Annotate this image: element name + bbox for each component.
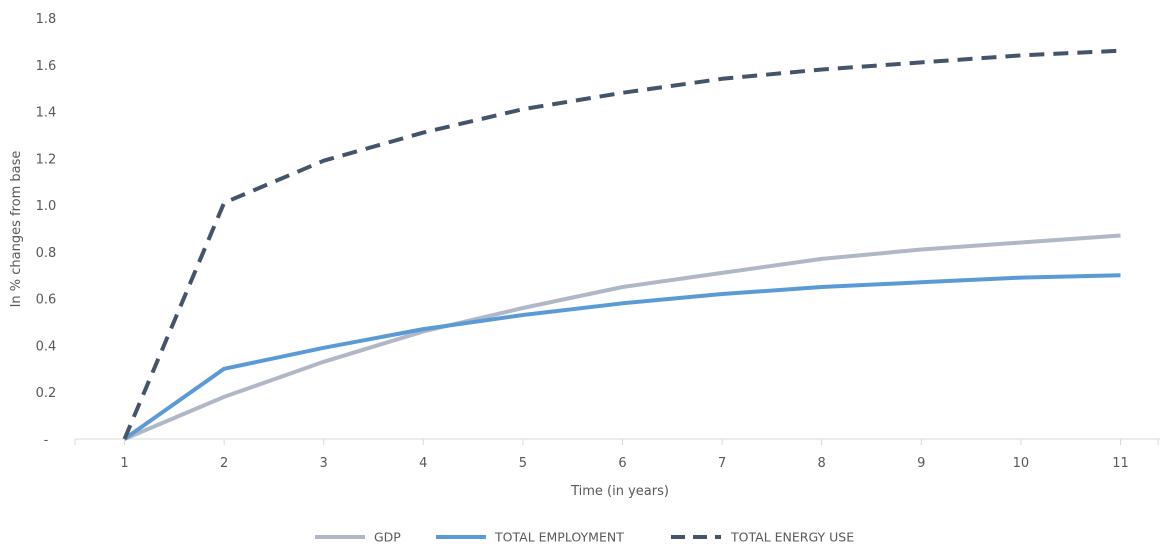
x-tick-label: 3 bbox=[320, 456, 328, 471]
y-tick-label: 1.0 bbox=[36, 199, 57, 214]
y-tick-label: 1.4 bbox=[36, 106, 57, 121]
x-tick-label: 11 bbox=[1112, 456, 1129, 471]
x-tick-label: 2 bbox=[220, 456, 228, 471]
y-tick-label: 0.4 bbox=[36, 339, 57, 354]
x-tick-label: 5 bbox=[519, 456, 527, 471]
y-tick-label: 1.2 bbox=[36, 152, 57, 167]
legend: GDP TOTAL EMPLOYMENT TOTAL ENERGY USE bbox=[315, 530, 854, 545]
x-axis-title: Time (in years) bbox=[570, 484, 669, 499]
y-tick-label: 0.6 bbox=[36, 293, 57, 308]
y-axis-ticks: - 0.2 0.4 0.6 0.8 1.0 1.2 1.4 1.6 1.8 bbox=[36, 12, 57, 448]
y-tick-label: - bbox=[44, 433, 49, 448]
series-line-total-employment bbox=[123, 273, 1121, 441]
x-tick-label: 8 bbox=[818, 456, 826, 471]
x-axis-ticks: 1 2 3 4 5 6 7 8 9 10 11 bbox=[74, 439, 1159, 471]
y-tick-label: 1.8 bbox=[36, 12, 57, 27]
x-tick-label: 4 bbox=[419, 456, 427, 471]
y-tick-label: 1.6 bbox=[36, 59, 57, 74]
y-tick-label: 0.2 bbox=[36, 386, 57, 401]
x-tick-label: 7 bbox=[718, 456, 726, 471]
legend-label: TOTAL ENERGY USE bbox=[730, 530, 854, 545]
legend-label: GDP bbox=[374, 530, 401, 545]
series-lines bbox=[122, 48, 1121, 441]
x-tick-label: 1 bbox=[120, 456, 128, 471]
x-tick-label: 9 bbox=[917, 456, 925, 471]
legend-label: TOTAL EMPLOYMENT bbox=[494, 530, 624, 545]
y-tick-label: 0.8 bbox=[36, 246, 57, 261]
y-axis-title: In % changes from base bbox=[9, 151, 24, 308]
x-tick-label: 6 bbox=[618, 456, 626, 471]
x-tick-label: 10 bbox=[1013, 456, 1030, 471]
series-line-gdp bbox=[123, 233, 1121, 441]
